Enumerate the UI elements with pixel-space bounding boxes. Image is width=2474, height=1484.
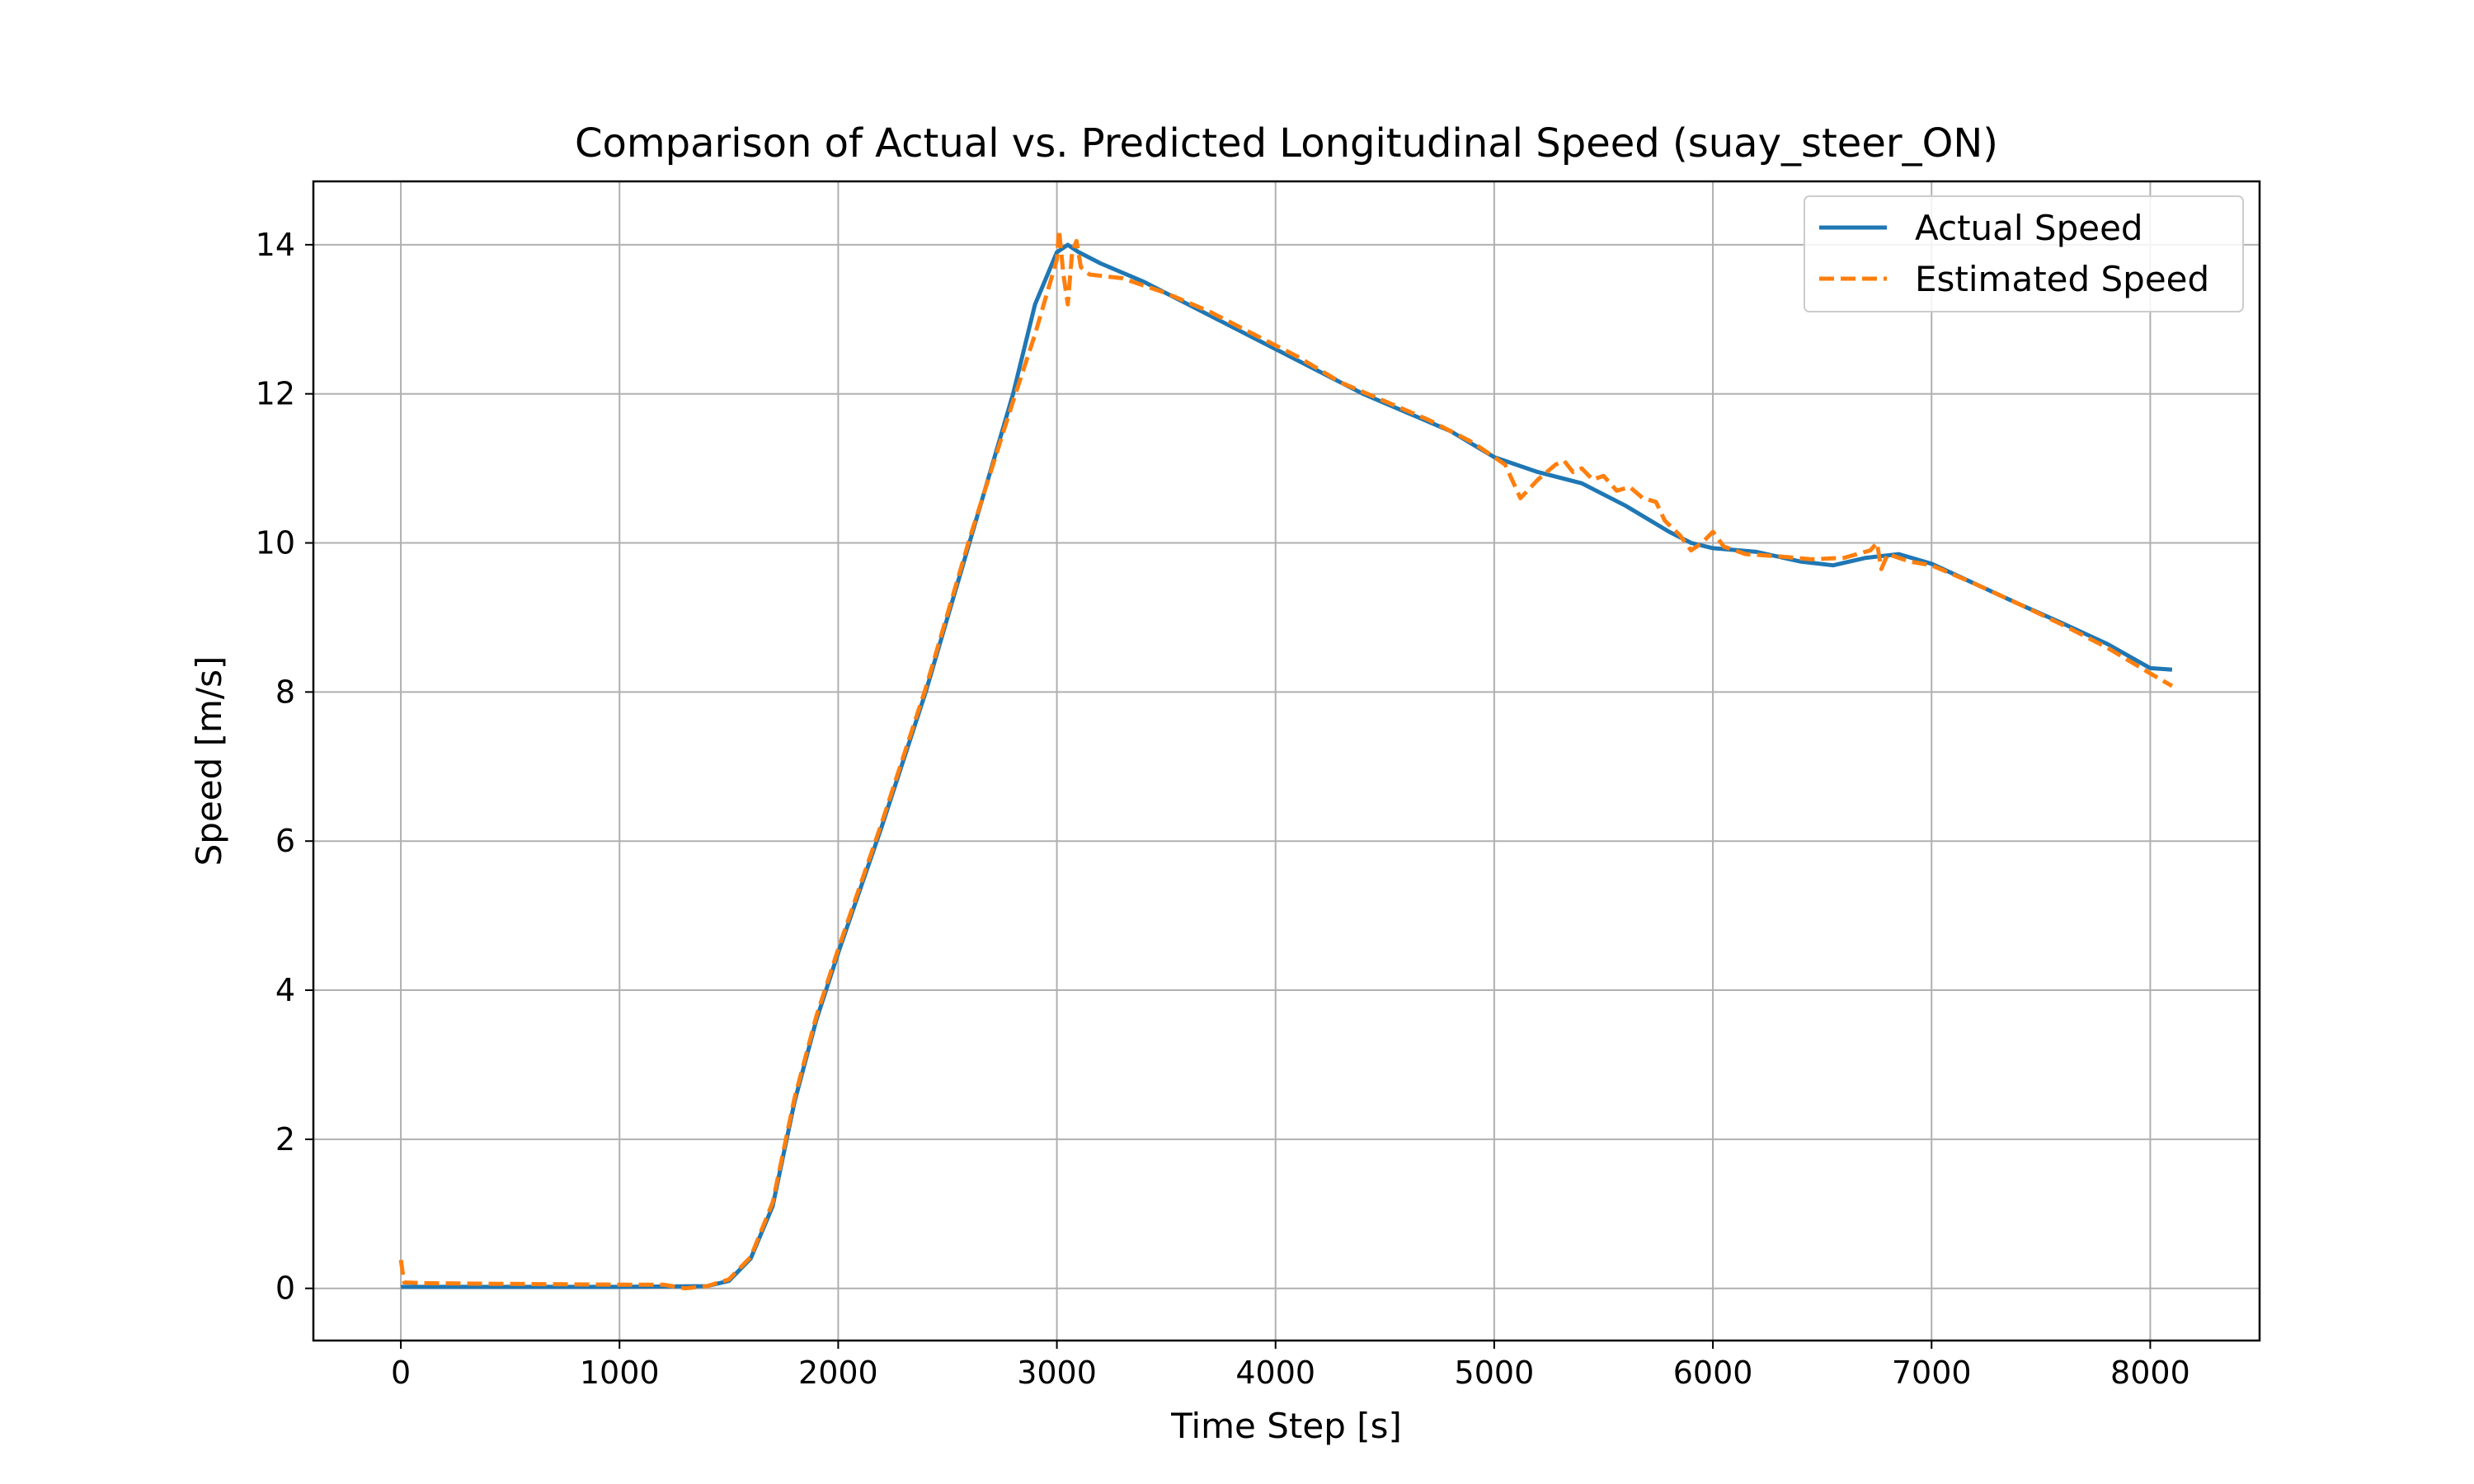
x-tick-label: 6000 (1673, 1355, 1753, 1391)
series-layer (398, 228, 2174, 1291)
y-axis: 0 2 4 6 8 10 12 14 (256, 227, 313, 1307)
x-tick-label: 2000 (798, 1355, 878, 1391)
y-axis-label: Speed [m/s] (189, 656, 229, 866)
legend-label-estimated-speed: Estimated Speed (1915, 259, 2209, 299)
plot-frame (312, 180, 2261, 1342)
legend-box (1804, 195, 2244, 312)
y-tick-label: 12 (256, 376, 295, 412)
x-axis: 0 1000 2000 3000 4000 5000 6000 7000 8000 (391, 1341, 2190, 1391)
chart-title: Comparison of Actual vs. Predicted Longi… (575, 120, 1998, 167)
x-tick-label: 0 (391, 1355, 411, 1391)
y-tick-label: 0 (275, 1270, 295, 1307)
x-tick-label: 8000 (2110, 1355, 2190, 1391)
x-tick-label: 4000 (1235, 1355, 1315, 1391)
y-tick-label: 4 (275, 972, 295, 1008)
y-tick-label: 14 (256, 227, 295, 263)
x-tick-label: 7000 (1892, 1355, 1972, 1391)
x-tick-label: 1000 (580, 1355, 660, 1391)
x-tick-label: 3000 (1017, 1355, 1097, 1391)
legend-label-actual-speed: Actual Speed (1915, 208, 2143, 248)
series-line-estimated-speed (398, 228, 2174, 1291)
legend: Actual Speed Estimated Speed (1804, 195, 2244, 312)
grid (313, 181, 2260, 1341)
y-tick-label: 6 (275, 823, 295, 859)
x-tick-label: 5000 (1455, 1355, 1535, 1391)
y-tick-label: 10 (256, 525, 295, 561)
y-tick-label: 8 (275, 674, 295, 710)
y-tick-label: 2 (275, 1121, 295, 1158)
x-axis-label: Time Step [s] (1170, 1406, 1402, 1446)
